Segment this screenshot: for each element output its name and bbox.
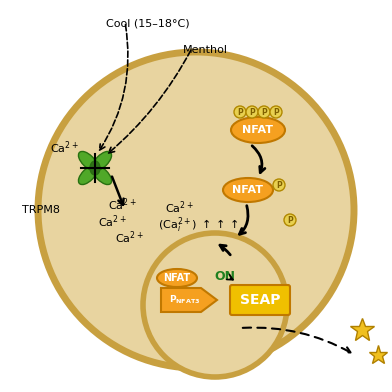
Text: Ca$^{2+}$: Ca$^{2+}$ bbox=[98, 214, 127, 230]
Ellipse shape bbox=[78, 165, 98, 185]
Text: Ca$^{2+}$: Ca$^{2+}$ bbox=[165, 200, 194, 216]
Text: P: P bbox=[287, 216, 293, 225]
Text: Ca$^{2+}$: Ca$^{2+}$ bbox=[50, 140, 79, 156]
Circle shape bbox=[38, 52, 354, 368]
Text: Ca$^{2+}$: Ca$^{2+}$ bbox=[108, 197, 137, 213]
Ellipse shape bbox=[93, 165, 112, 185]
Text: P$_{\mathregular{NFAT3}}$: P$_{\mathregular{NFAT3}}$ bbox=[169, 294, 201, 306]
Circle shape bbox=[234, 106, 246, 118]
Text: P: P bbox=[276, 180, 282, 189]
Text: P: P bbox=[237, 107, 243, 116]
Text: SEAP: SEAP bbox=[240, 293, 280, 307]
Circle shape bbox=[284, 214, 296, 226]
Text: NFAT: NFAT bbox=[163, 273, 191, 283]
Ellipse shape bbox=[90, 161, 100, 175]
FancyBboxPatch shape bbox=[230, 285, 290, 315]
Ellipse shape bbox=[223, 178, 273, 202]
Text: (Ca$_i^{2+}$) $\uparrow\uparrow\uparrow$: (Ca$_i^{2+}$) $\uparrow\uparrow\uparrow$ bbox=[158, 215, 238, 235]
Text: P: P bbox=[273, 107, 279, 116]
Ellipse shape bbox=[93, 151, 112, 171]
Text: P: P bbox=[249, 107, 255, 116]
Ellipse shape bbox=[78, 151, 98, 171]
Circle shape bbox=[273, 179, 285, 191]
Circle shape bbox=[143, 233, 287, 377]
Text: ON: ON bbox=[214, 270, 236, 283]
Text: NFAT: NFAT bbox=[232, 185, 263, 195]
Text: P: P bbox=[261, 107, 267, 116]
Text: Ca$^{2+}$: Ca$^{2+}$ bbox=[115, 230, 144, 246]
Text: NFAT: NFAT bbox=[243, 125, 274, 135]
Circle shape bbox=[246, 106, 258, 118]
Text: TRPM8: TRPM8 bbox=[22, 205, 60, 215]
Polygon shape bbox=[161, 288, 217, 312]
Circle shape bbox=[270, 106, 282, 118]
Ellipse shape bbox=[157, 269, 197, 287]
Text: Menthol: Menthol bbox=[183, 45, 227, 55]
Text: Cool (15–18°C): Cool (15–18°C) bbox=[106, 18, 190, 28]
Circle shape bbox=[258, 106, 270, 118]
Ellipse shape bbox=[231, 117, 285, 143]
